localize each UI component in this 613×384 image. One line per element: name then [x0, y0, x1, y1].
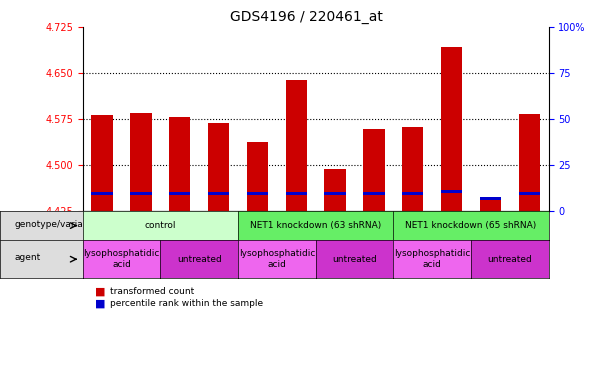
Text: untreated: untreated: [332, 255, 377, 264]
Text: lysophosphatidic
acid: lysophosphatidic acid: [83, 250, 160, 269]
Bar: [131, 192, 151, 195]
Text: untreated: untreated: [487, 255, 532, 264]
Bar: [208, 192, 229, 195]
Bar: [324, 192, 346, 195]
Bar: [480, 197, 501, 200]
Bar: [131, 113, 151, 211]
Bar: [402, 192, 424, 195]
Text: GDS4196 / 220461_at: GDS4196 / 220461_at: [230, 10, 383, 23]
Text: untreated: untreated: [177, 255, 222, 264]
Text: control: control: [145, 221, 176, 230]
Bar: [441, 190, 462, 194]
Text: ■: ■: [95, 287, 105, 297]
Bar: [91, 192, 113, 195]
Text: NET1 knockdown (65 shRNA): NET1 knockdown (65 shRNA): [405, 221, 536, 230]
Bar: [519, 114, 540, 211]
Bar: [324, 169, 346, 211]
Text: ■: ■: [95, 298, 105, 308]
Text: lysophosphatidic
acid: lysophosphatidic acid: [238, 250, 315, 269]
Text: lysophosphatidic
acid: lysophosphatidic acid: [394, 250, 470, 269]
Bar: [364, 192, 384, 195]
Bar: [364, 129, 384, 211]
Bar: [402, 127, 424, 211]
Bar: [247, 192, 268, 195]
Bar: [91, 115, 113, 211]
Bar: [441, 47, 462, 211]
Text: agent: agent: [15, 253, 41, 262]
Bar: [247, 142, 268, 211]
Bar: [286, 192, 307, 195]
Text: NET1 knockdown (63 shRNA): NET1 knockdown (63 shRNA): [250, 221, 381, 230]
Bar: [519, 192, 540, 195]
Bar: [286, 80, 307, 211]
Bar: [169, 117, 191, 211]
Bar: [208, 123, 229, 211]
Text: transformed count: transformed count: [110, 287, 194, 296]
Bar: [480, 200, 501, 211]
Bar: [169, 192, 191, 195]
Text: percentile rank within the sample: percentile rank within the sample: [110, 299, 264, 308]
Text: genotype/variation: genotype/variation: [15, 220, 101, 228]
